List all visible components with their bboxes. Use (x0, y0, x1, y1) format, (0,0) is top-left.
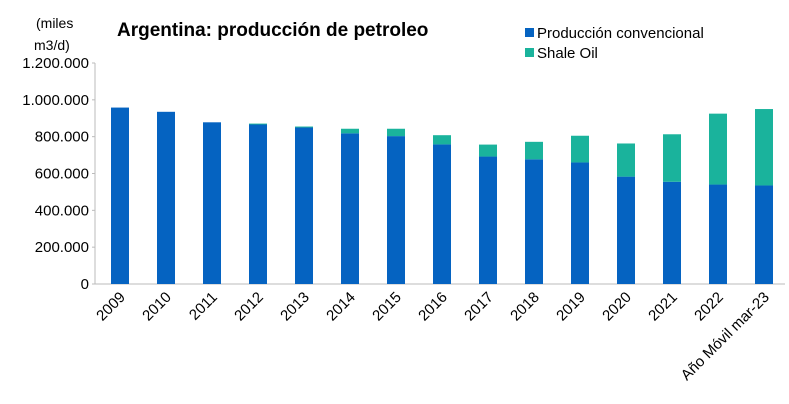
bar-segment (663, 181, 681, 284)
x-tick-label: 2021 (645, 289, 681, 325)
bar-segment (755, 185, 773, 284)
x-tick-label: 2016 (415, 289, 451, 325)
bar-segment (525, 159, 543, 284)
x-tick-label: 2015 (369, 289, 405, 325)
x-tick-label: 2013 (277, 289, 313, 325)
bar-segment (479, 144, 497, 157)
x-tick-label: 2009 (93, 289, 129, 325)
bar-segment (295, 126, 313, 128)
bar-segment (709, 184, 727, 284)
x-tick-label: 2019 (553, 289, 589, 325)
bar-segment (203, 122, 221, 284)
bar-segment (111, 107, 129, 285)
bar-segment (755, 109, 773, 186)
bar-segment (295, 127, 313, 284)
y-tick-label: 600.000 (35, 166, 89, 183)
bar-segment (525, 141, 543, 160)
bar-segment (433, 135, 451, 145)
bar-segment (341, 133, 359, 284)
legend-label: Producción convencional (537, 25, 704, 42)
x-tick-label: 2022 (691, 289, 727, 325)
bar-segment (617, 176, 635, 284)
bar-segment (709, 113, 727, 185)
y-tick-label: 1.000.000 (22, 92, 89, 109)
bar-segment (249, 123, 267, 125)
legend-swatch (525, 28, 534, 37)
x-tick-label: 2010 (139, 289, 175, 325)
y-axis-label: (miles (36, 15, 73, 31)
bar-segment (387, 128, 405, 137)
x-tick-label: Año Móvil mar-23 (678, 289, 773, 384)
legend-label: Shale Oil (537, 45, 598, 62)
legend-swatch (525, 48, 534, 57)
bar-segment (249, 124, 267, 285)
y-axis-label: m3/d) (34, 37, 70, 53)
bar-segment (341, 128, 359, 134)
bar-segment (571, 135, 589, 163)
x-tick-label: 2012 (231, 289, 267, 325)
bar-segment (571, 162, 589, 284)
x-tick-label: 2018 (507, 289, 543, 325)
x-tick-label: 2011 (186, 289, 221, 324)
y-tick-label: 1.200.000 (22, 55, 89, 72)
bar-segment (617, 143, 635, 177)
chart-title: Argentina: producción de petroleo (117, 20, 428, 41)
x-tick-label: 2017 (461, 289, 497, 325)
y-tick-label: 0 (81, 276, 89, 293)
x-tick-label: 2020 (599, 289, 635, 325)
y-tick-label: 800.000 (35, 129, 89, 146)
x-tick-label: 2014 (323, 289, 359, 325)
bar-segment (157, 111, 175, 284)
bar-segment (479, 156, 497, 284)
bar-segment (663, 134, 681, 182)
y-tick-label: 200.000 (35, 239, 89, 256)
y-tick-label: 400.000 (35, 202, 89, 219)
bar-segment (433, 144, 451, 284)
bar-segment (387, 136, 405, 284)
